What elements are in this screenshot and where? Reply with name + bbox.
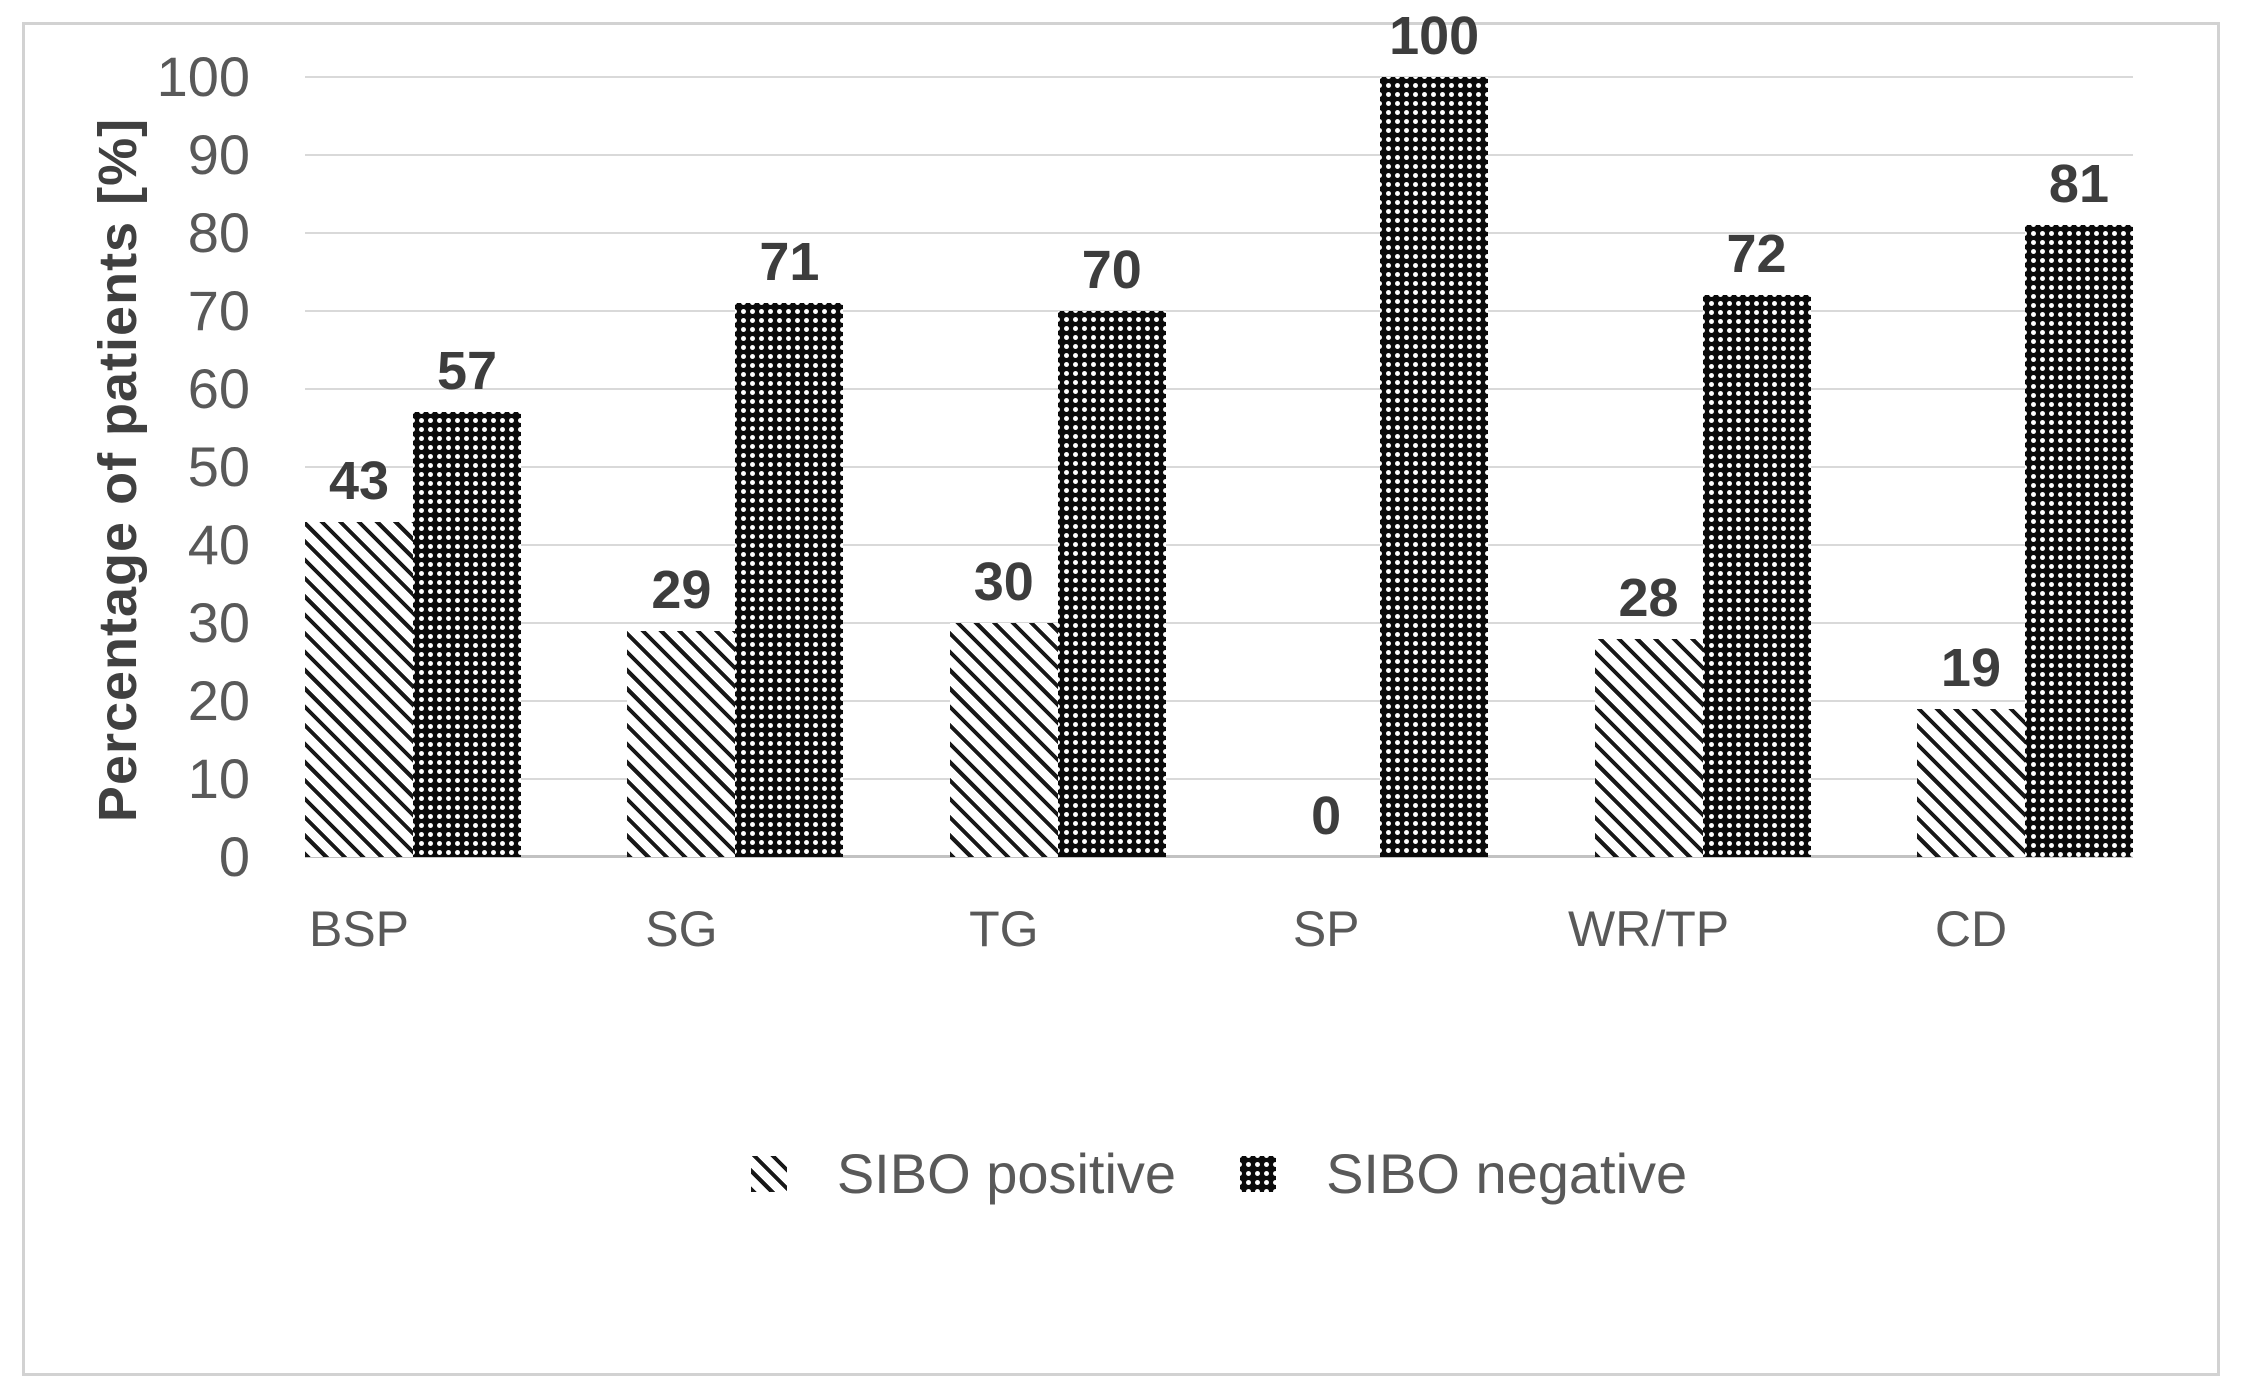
y-tick-label-70: 70 [187, 279, 250, 342]
gridline-80 [305, 232, 2133, 234]
value-label-sibo-negative-bsp: 57 [436, 341, 498, 402]
bar-group-sp: 0 100 SP [1272, 9, 1489, 954]
y-tick-label-100: 100 [156, 45, 250, 108]
bar-sibo-negative-sp: 100 [1380, 9, 1489, 857]
bar-group-bsp: 43 57 BSP [305, 77, 521, 954]
bar-groups-layer: 43 57 BSP 29 71 SG 30 70 TG 0 100 SP 28 72 WR/TP 19 81 CD [305, 9, 2133, 954]
value-label-sibo-positive-tg: 30 [973, 552, 1034, 612]
legend-label-sibo-positive: SIBO positive [836, 1142, 1177, 1205]
y-tick-label-10: 10 [187, 747, 250, 810]
bar-sibo-negative-wr-tp: 72 [1702, 227, 1811, 857]
x-axis-category-label-cd: CD [1934, 901, 2008, 957]
value-label-sibo-negative-sp: 100 [1389, 6, 1480, 66]
bar-group-tg: 30 70 TG [949, 77, 1166, 954]
value-label-sibo-negative-cd: 81 [2048, 154, 2109, 215]
y-tick-label-0: 0 [218, 825, 250, 888]
bar-group-cd: 19 81 CD [1916, 77, 2133, 954]
gridline-20 [305, 700, 2133, 702]
gridline-90 [305, 154, 2133, 156]
bar-sibo-negative-sg: 71 [735, 235, 844, 857]
y-tick-label-80: 80 [187, 201, 250, 264]
bar-sibo-negative-tg: 70 [1057, 243, 1166, 857]
gridline-0 [305, 855, 2133, 858]
legend-item-sibo-positive: SIBO positive [750, 1142, 1177, 1205]
x-axis-category-label-sg: SG [645, 901, 718, 957]
y-tick-label-30: 30 [187, 591, 250, 654]
legend-swatch-dots-icon [1240, 1156, 1277, 1192]
bar-sibo-negative-cd: 81 [2024, 157, 2133, 857]
x-axis-category-label-tg: TG [969, 901, 1039, 957]
bar-sibo-positive-sg: 29 [627, 563, 736, 857]
value-label-sibo-positive-sp: 0 [1311, 786, 1342, 846]
bar-sibo-positive-cd: 19 [1916, 641, 2025, 857]
value-label-sibo-negative-sg: 71 [759, 232, 820, 293]
bar-group-wr-tp: 28 72 WR/TP [1568, 77, 1811, 954]
y-tick-label-60: 60 [187, 357, 250, 420]
y-tick-label-20: 20 [187, 669, 250, 732]
value-label-sibo-negative-tg: 70 [1081, 240, 1142, 300]
gridline-10 [305, 778, 2133, 780]
value-label-sibo-positive-sg: 29 [651, 559, 712, 620]
value-label-sibo-positive-cd: 19 [1940, 637, 2001, 698]
y-tick-label-90: 90 [187, 123, 250, 186]
plot-area: 43 57 BSP 29 71 SG 30 70 TG 0 100 SP 28 72 WR/TP 19 81 CD [305, 9, 2133, 954]
bar-sibo-positive-bsp: 43 [305, 454, 413, 857]
legend-item-sibo-negative: SIBO negative [1240, 1146, 1687, 1202]
legend-label-sibo-negative: SIBO negative [1326, 1142, 1688, 1205]
y-axis-tick-labels: 0 10 20 30 40 50 60 70 80 90 100 [60, 49, 250, 885]
value-label-sibo-positive-bsp: 43 [328, 450, 390, 511]
gridline-40 [305, 544, 2133, 546]
y-tick-label-40: 40 [187, 513, 250, 576]
bar-group-sg: 29 71 SG [627, 77, 844, 954]
chart-legend: SIBO positive SIBO negative [305, 1146, 2133, 1202]
value-label-sibo-positive-wr-tp: 28 [1618, 567, 1679, 628]
gridline-30 [305, 622, 2133, 624]
bar-sibo-positive-wr-tp: 28 [1594, 571, 1703, 857]
gridline-50 [305, 466, 2133, 468]
y-tick-label-50: 50 [187, 435, 250, 498]
value-label-sibo-negative-wr-tp: 72 [1726, 224, 1787, 285]
gridlines-layer [305, 76, 2133, 858]
x-axis-category-label-sp: SP [1292, 901, 1360, 957]
bar-sibo-negative-bsp: 57 [413, 344, 521, 857]
x-axis-category-label-bsp: BSP [308, 901, 410, 957]
x-axis-category-label-wr-tp: WR/TP [1568, 901, 1730, 957]
legend-swatch-diagonal-hatch-icon [750, 1156, 787, 1192]
gridline-100 [305, 76, 2133, 78]
gridline-70 [305, 310, 2133, 312]
bar-sibo-positive-tg: 30 [949, 555, 1058, 857]
gridline-60 [305, 388, 2133, 390]
